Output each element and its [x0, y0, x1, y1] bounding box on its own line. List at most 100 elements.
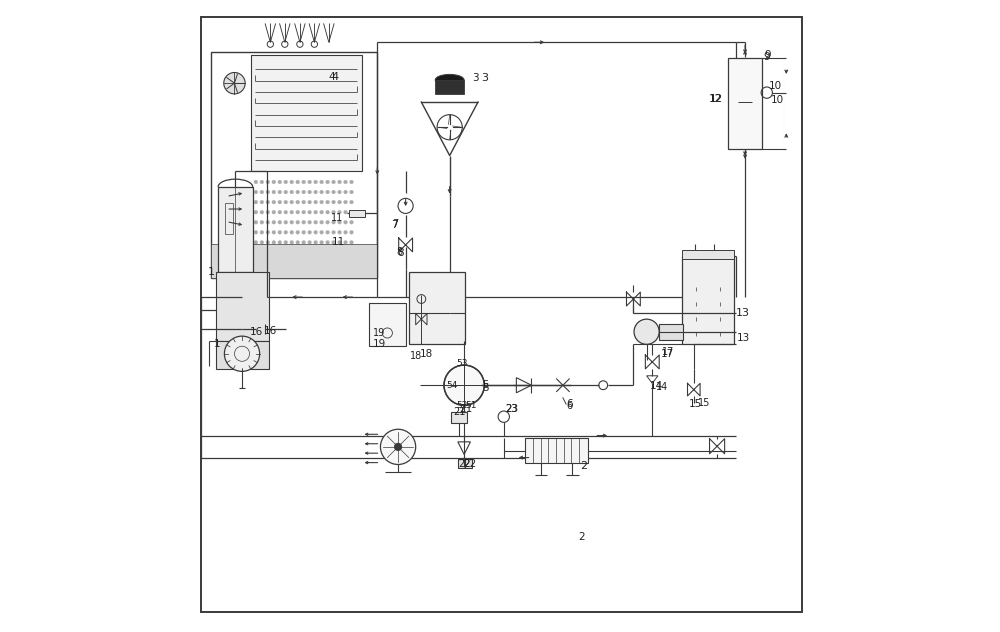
Bar [216, 272, 269, 341]
Circle shape [332, 241, 335, 245]
Bar [409, 272, 465, 344]
Circle shape [290, 180, 294, 184]
Bar [225, 203, 233, 234]
Circle shape [338, 180, 341, 184]
Circle shape [344, 210, 347, 214]
Circle shape [332, 190, 335, 194]
Text: 23: 23 [506, 404, 518, 414]
Text: 2: 2 [581, 461, 588, 471]
Circle shape [284, 200, 288, 204]
Circle shape [272, 210, 276, 214]
Text: 8: 8 [397, 247, 403, 257]
Text: 7: 7 [392, 219, 398, 229]
Text: 11: 11 [331, 213, 344, 223]
Text: 7: 7 [391, 220, 398, 230]
Circle shape [314, 241, 318, 245]
Circle shape [326, 221, 329, 224]
Ellipse shape [435, 75, 464, 86]
Circle shape [344, 221, 347, 224]
Circle shape [338, 231, 341, 234]
Circle shape [272, 241, 276, 245]
Circle shape [314, 221, 318, 224]
Bar [211, 244, 377, 278]
Circle shape [266, 210, 270, 214]
Bar [211, 52, 377, 278]
Circle shape [314, 180, 318, 184]
Circle shape [308, 221, 312, 224]
Circle shape [308, 210, 312, 214]
Circle shape [308, 241, 312, 245]
Circle shape [266, 221, 270, 224]
Circle shape [320, 190, 324, 194]
Text: 18: 18 [410, 351, 422, 361]
Circle shape [290, 231, 294, 234]
Circle shape [302, 210, 306, 214]
Text: 5: 5 [482, 380, 489, 390]
Circle shape [326, 180, 329, 184]
Circle shape [224, 73, 245, 94]
Bar [525, 438, 588, 463]
Circle shape [344, 190, 347, 194]
Text: 54: 54 [447, 380, 458, 390]
Circle shape [290, 241, 294, 245]
Circle shape [284, 190, 288, 194]
Bar [251, 55, 362, 171]
Text: 13: 13 [735, 308, 749, 318]
Circle shape [314, 231, 318, 234]
Circle shape [260, 241, 264, 245]
Text: 11: 11 [331, 237, 345, 246]
Text: 51: 51 [465, 401, 477, 410]
Circle shape [278, 200, 282, 204]
Circle shape [320, 231, 324, 234]
Circle shape [308, 190, 312, 194]
Circle shape [338, 221, 341, 224]
Circle shape [254, 190, 258, 194]
Circle shape [350, 221, 353, 224]
Bar [435, 80, 464, 94]
Text: 18: 18 [420, 349, 433, 359]
Text: 19: 19 [373, 328, 385, 338]
Circle shape [332, 180, 335, 184]
Circle shape [254, 221, 258, 224]
Circle shape [224, 336, 260, 372]
Circle shape [302, 241, 306, 245]
Circle shape [290, 210, 294, 214]
Circle shape [302, 231, 306, 234]
Circle shape [296, 190, 300, 194]
Text: 16: 16 [250, 327, 263, 337]
Text: 17: 17 [662, 347, 674, 357]
Circle shape [254, 200, 258, 204]
Circle shape [260, 190, 264, 194]
Circle shape [320, 241, 324, 245]
Circle shape [302, 200, 306, 204]
Circle shape [338, 190, 341, 194]
Text: 17: 17 [661, 349, 674, 359]
Circle shape [290, 221, 294, 224]
Circle shape [350, 180, 353, 184]
Bar [682, 256, 734, 344]
Text: 12: 12 [709, 94, 722, 104]
Text: 15: 15 [698, 398, 711, 408]
Circle shape [326, 190, 329, 194]
Text: 52: 52 [456, 401, 467, 410]
Text: 15: 15 [689, 399, 702, 409]
Text: 6: 6 [566, 399, 573, 409]
Circle shape [344, 180, 347, 184]
Circle shape [272, 221, 276, 224]
Text: 2: 2 [579, 533, 585, 542]
Circle shape [444, 365, 484, 405]
Text: 21: 21 [460, 404, 473, 414]
Circle shape [260, 221, 264, 224]
Wedge shape [464, 365, 484, 386]
Circle shape [350, 200, 353, 204]
Circle shape [254, 231, 258, 234]
Circle shape [296, 231, 300, 234]
Circle shape [254, 210, 258, 214]
Circle shape [254, 180, 258, 184]
Circle shape [296, 210, 300, 214]
Circle shape [296, 180, 300, 184]
Circle shape [296, 221, 300, 224]
Text: 6: 6 [567, 401, 573, 411]
Bar [659, 324, 683, 340]
Circle shape [350, 210, 353, 214]
